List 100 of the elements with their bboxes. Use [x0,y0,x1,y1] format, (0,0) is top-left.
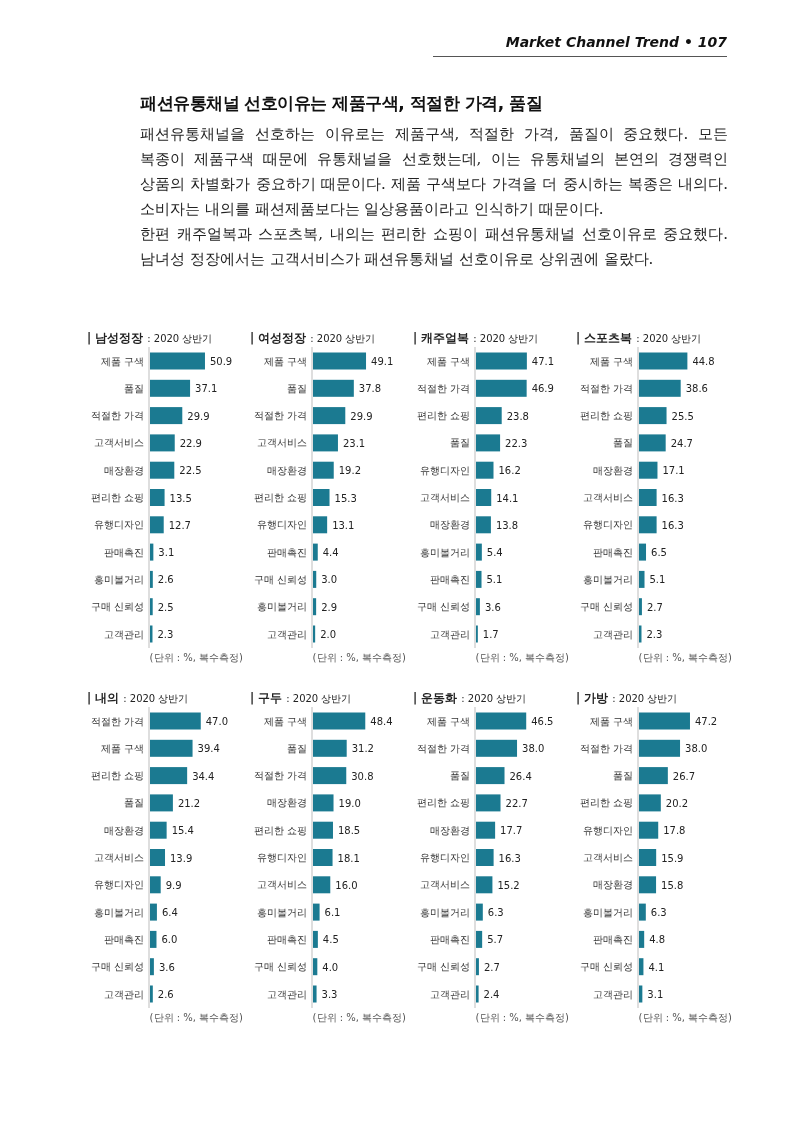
data-label: 5.4 [486,547,503,559]
bar [150,958,154,976]
y-tick-label: 제품 구색 [589,355,633,367]
data-label: 16.3 [498,852,521,864]
bar [150,434,175,452]
data-label: 13.5 [169,492,192,504]
y-tick-label: 흥미볼거리 [94,573,144,585]
data-label: 3.6 [484,601,501,613]
y-tick-label: 구매 신뢰성 [579,601,633,613]
bar [476,434,501,452]
data-label: 46.9 [531,383,554,395]
bar [150,876,161,894]
bar [313,598,317,616]
data-label: 15.8 [661,879,684,891]
data-label: 4.4 [322,547,339,559]
y-tick-label: 매장환경 [267,464,307,476]
bar [476,543,482,561]
y-tick-label: 품질 [613,437,633,449]
data-label: 46.5 [531,716,554,727]
y-tick-label: 적절한 가격 [579,382,633,394]
bar [639,598,642,616]
data-label: 31.2 [351,743,374,755]
data-label: 17.8 [663,825,686,837]
bar [639,461,658,479]
data-label: 16.3 [661,492,684,504]
data-label: 12.7 [168,519,191,531]
bar [639,407,667,425]
y-tick-label: 적절한 가격 [416,382,470,394]
y-tick-label: 고객관리 [593,628,633,640]
bar [313,516,328,534]
data-label: 49.1 [371,356,394,367]
y-tick-label: 유행디자인 [583,519,633,531]
y-tick-label: 매장환경 [593,879,633,891]
y-tick-label: 유행디자인 [257,519,307,531]
bar [313,543,318,561]
bar [313,849,333,866]
y-tick-label: 적절한 가격 [90,410,144,422]
y-tick-label: 구매 신뢰성 [416,601,470,613]
bar [313,958,318,976]
y-tick-label: 유행디자인 [583,824,633,836]
data-label: 30.8 [351,770,374,782]
bar [476,407,502,425]
bar [150,407,183,425]
data-label: 15.9 [661,852,684,864]
y-tick-label: 유행디자인 [257,852,307,863]
y-tick-label: 편리한 쇼핑 [90,492,144,503]
y-tick-label: 판매촉진 [267,546,307,558]
data-label: 17.7 [500,825,523,837]
bar [313,352,367,370]
bar [150,739,193,757]
y-tick-label: 매장환경 [430,519,470,531]
y-tick-label: 품질 [613,770,633,782]
data-label: 23.8 [506,410,529,422]
data-label: 22.5 [179,465,202,477]
y-tick-label: 제품 구색 [263,715,307,727]
data-label: 16.0 [335,879,358,891]
bar [639,794,661,812]
y-tick-label: 고객서비스 [257,879,307,891]
bar [313,461,334,479]
data-label: 6.0 [161,934,178,946]
bar [639,739,681,757]
chart-title: | 구두 : 2020 상반기 [250,691,352,705]
data-label: 5.1 [649,574,666,586]
y-tick-label: 구매 신뢰성 [90,601,144,613]
bar [639,489,657,506]
y-tick-label: 편리한 쇼핑 [416,410,470,422]
y-tick-label: 고객서비스 [420,492,470,503]
bar [150,598,153,616]
bar [639,849,657,866]
bar [313,570,317,588]
y-tick-label: 적절한 가격 [253,410,307,422]
data-label: 3.3 [321,989,338,1000]
data-label: 29.9 [187,410,210,422]
y-tick-label: 고객서비스 [583,492,633,503]
y-tick-label: 품질 [124,797,144,809]
y-tick-label: 판매촉진 [104,546,144,558]
bar [313,625,316,643]
chart-title: | 캐주얼복 : 2020 상반기 [413,331,539,345]
data-label: 50.9 [209,356,233,367]
bar [476,985,479,1003]
data-label: 19.2 [338,465,361,477]
y-tick-label: 유행디자인 [94,519,144,531]
y-tick-label: 판매촉진 [430,933,470,945]
text: (단위 : %, 복수측정) [475,1012,570,1023]
y-tick-label: 편리한 쇼핑 [90,770,144,782]
bar [639,516,657,534]
y-tick-label: 흥미볼거리 [420,906,470,918]
bar [476,516,491,534]
data-label: 48.4 [370,716,393,727]
bar [313,985,317,1003]
bar [639,930,645,948]
y-tick-label: 편리한 쇼핑 [579,410,633,422]
bar [476,739,518,757]
data-label: 38.0 [685,743,708,755]
y-tick-label: 고객서비스 [257,437,307,449]
y-tick-label: 유행디자인 [420,464,470,476]
data-label: 4.1 [648,961,665,973]
bar [150,570,153,588]
y-tick-label: 고객서비스 [583,852,633,863]
bar [639,767,668,785]
